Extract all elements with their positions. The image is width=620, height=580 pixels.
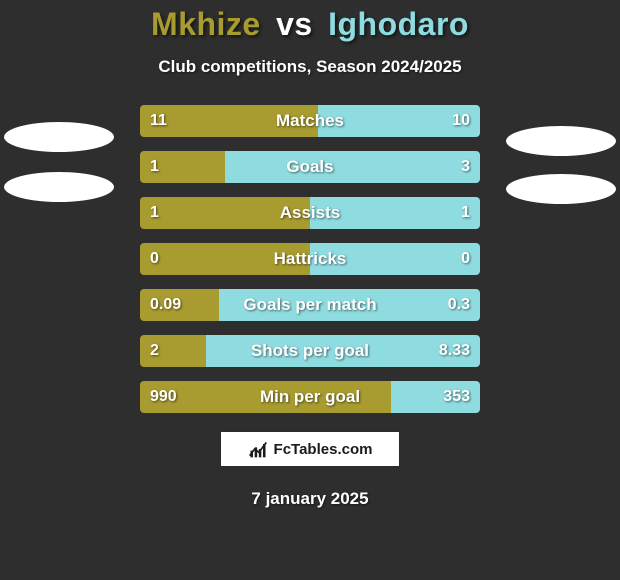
bar-track bbox=[140, 243, 480, 275]
bar-left bbox=[140, 151, 225, 183]
bar-left bbox=[140, 105, 318, 137]
bar-track bbox=[140, 105, 480, 137]
bar-right bbox=[206, 335, 480, 367]
title: Mkhize vs Ighodaro bbox=[0, 6, 620, 43]
date-text: 7 january 2025 bbox=[0, 489, 620, 509]
bar-left bbox=[140, 197, 310, 229]
bar-track bbox=[140, 197, 480, 229]
bar-right bbox=[310, 243, 480, 275]
stat-bars: Matches1110 Goals13 Assists11 Hattricks00 Go… bbox=[0, 105, 620, 413]
player2-name: Ighodaro bbox=[328, 6, 469, 42]
stat-row: Hattricks00 bbox=[0, 243, 620, 275]
stat-row: Goals per match0.090.3 bbox=[0, 289, 620, 321]
bar-right bbox=[391, 381, 480, 413]
bar-track bbox=[140, 289, 480, 321]
stat-row: Min per goal990353 bbox=[0, 381, 620, 413]
subtitle: Club competitions, Season 2024/2025 bbox=[0, 57, 620, 77]
bar-right bbox=[219, 289, 480, 321]
bar-track bbox=[140, 151, 480, 183]
bar-right bbox=[225, 151, 480, 183]
bar-track bbox=[140, 335, 480, 367]
player1-name: Mkhize bbox=[151, 6, 261, 42]
brand-box: FcTables.com bbox=[220, 431, 400, 467]
stat-row: Matches1110 bbox=[0, 105, 620, 137]
bar-left bbox=[140, 289, 219, 321]
title-vs: vs bbox=[276, 6, 313, 42]
brand-text: FcTables.com bbox=[274, 441, 373, 458]
bar-right bbox=[310, 197, 480, 229]
chart-icon bbox=[248, 439, 268, 459]
bar-track bbox=[140, 381, 480, 413]
bar-right bbox=[318, 105, 480, 137]
bar-left bbox=[140, 243, 310, 275]
bar-left bbox=[140, 381, 391, 413]
comparison-card: Mkhize vs Ighodaro Club competitions, Se… bbox=[0, 0, 620, 580]
stat-row: Assists11 bbox=[0, 197, 620, 229]
stat-row: Goals13 bbox=[0, 151, 620, 183]
stat-row: Shots per goal28.33 bbox=[0, 335, 620, 367]
bar-left bbox=[140, 335, 206, 367]
